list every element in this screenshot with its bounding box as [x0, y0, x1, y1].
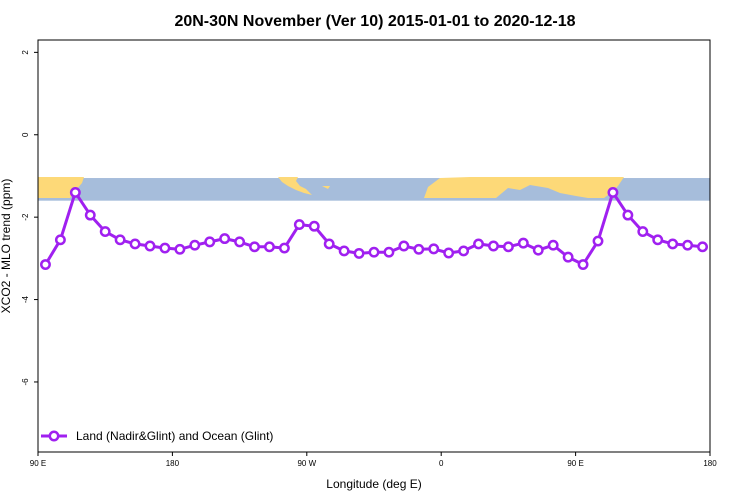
data-point-32 — [517, 237, 529, 249]
data-point-5 — [114, 234, 126, 246]
data-point-39 — [622, 209, 634, 221]
legend-marker — [48, 430, 60, 442]
data-point-34 — [547, 239, 559, 251]
plot-frame — [37, 39, 711, 453]
data-point-13 — [234, 236, 246, 248]
data-point-30 — [488, 240, 499, 252]
x-axis: 90 E 180 90 W 0 90 E 180 — [30, 452, 717, 468]
chart-title: 20N-30N November (Ver 10) 2015-01-01 to … — [174, 13, 575, 30]
data-point-15 — [264, 241, 275, 253]
map-land-3 — [424, 177, 624, 198]
data-point-7 — [144, 240, 156, 252]
data-point-35 — [562, 251, 574, 263]
map-land-1 — [278, 177, 312, 195]
data-point-17 — [293, 219, 305, 231]
y-tick-label-4: -6 — [21, 378, 30, 386]
data-point-22 — [368, 246, 380, 258]
y-tick-label-2: -2 — [21, 213, 30, 221]
data-point-14 — [249, 241, 260, 253]
x-tick-label-5: 180 — [703, 459, 717, 468]
y-axis-label: XCO2 - MLO trend (ppm) — [0, 179, 13, 314]
data-point-19 — [323, 238, 335, 250]
data-point-38 — [607, 186, 619, 198]
data-point-23 — [383, 246, 395, 258]
world-map-strip — [38, 177, 710, 201]
y-tick-label-0: 2 — [21, 50, 30, 55]
data-point-44 — [697, 241, 708, 253]
data-point-16 — [278, 242, 290, 254]
data-point-31 — [502, 241, 514, 253]
x-axis-label: Longitude (deg E) — [326, 477, 421, 491]
data-point-40 — [637, 226, 649, 238]
data-point-25 — [413, 243, 425, 255]
data-point-43 — [682, 239, 694, 251]
data-point-6 — [129, 238, 141, 250]
legend: Land (Nadir&Glint) and Ocean (Glint) — [41, 429, 273, 443]
data-point-33 — [532, 244, 544, 256]
data-point-11 — [204, 236, 216, 248]
data-point-41 — [652, 234, 664, 246]
data-point-24 — [398, 240, 410, 252]
data-point-26 — [428, 243, 440, 255]
x-tick-label-2: 90 W — [297, 459, 316, 468]
data-point-4 — [99, 226, 111, 238]
data-point-36 — [577, 259, 589, 270]
x-tick-label-3: 0 — [439, 459, 444, 468]
data-point-21 — [353, 247, 365, 259]
data-point-3 — [84, 209, 96, 221]
y-tick-label-3: -4 — [21, 295, 30, 303]
data-point-18 — [308, 220, 320, 232]
data-point-0 — [40, 259, 51, 270]
data-point-37 — [592, 235, 604, 247]
data-point-20 — [338, 245, 350, 257]
data-point-9 — [174, 243, 186, 255]
x-tick-label-1: 180 — [166, 459, 180, 468]
data-point-1 — [54, 234, 66, 246]
data-point-42 — [667, 238, 679, 250]
data-point-29 — [473, 238, 484, 250]
data-point-12 — [219, 233, 231, 245]
x-tick-label-0: 90 E — [30, 459, 46, 468]
x-tick-label-4: 90 E — [567, 459, 583, 468]
series-layer — [40, 186, 708, 270]
data-point-10 — [189, 239, 201, 251]
data-point-28 — [458, 245, 470, 257]
y-axis: 2 0 -2 -4 -6 — [21, 50, 38, 386]
data-point-27 — [443, 247, 455, 259]
y-tick-label-1: 0 — [21, 132, 30, 137]
legend-label: Land (Nadir&Glint) and Ocean (Glint) — [76, 429, 273, 443]
map-land-2 — [322, 186, 330, 189]
data-point-2 — [69, 186, 81, 198]
data-point-8 — [159, 242, 171, 254]
